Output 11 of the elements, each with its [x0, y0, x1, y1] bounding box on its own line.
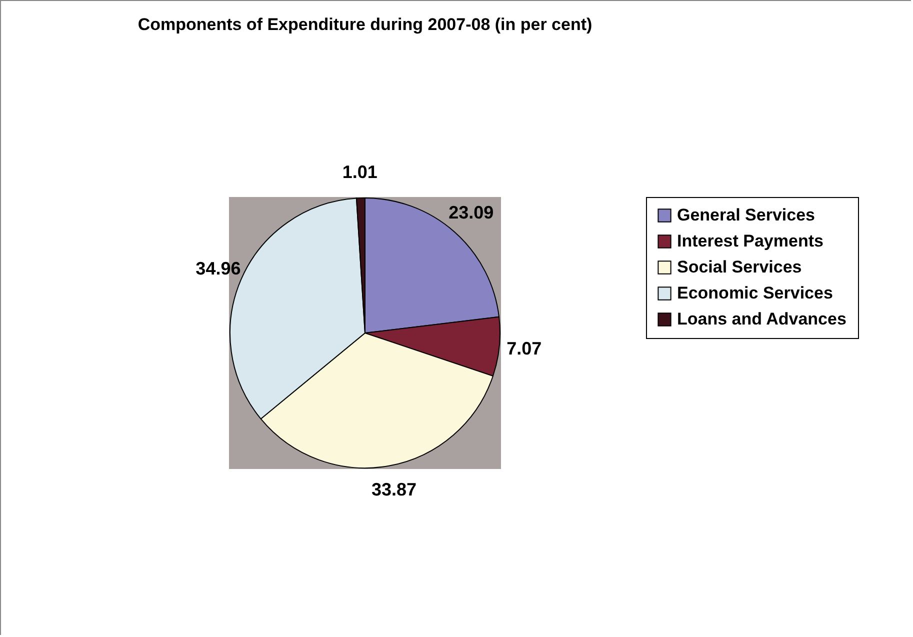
legend-label: General Services: [677, 206, 815, 224]
data-label: 1.01: [342, 162, 378, 182]
data-label: 33.87: [372, 479, 417, 500]
legend-label: Interest Payments: [677, 232, 824, 250]
data-label: 23.09: [448, 202, 494, 222]
legend-label: Economic Services: [677, 284, 833, 302]
legend-label: Loans and Advances: [677, 310, 846, 328]
data-label: 7.07: [506, 338, 542, 358]
legend-label: Social Services: [677, 258, 802, 276]
data-label: 34.96: [196, 258, 241, 278]
chart-title: Components of Expenditure during 2007-08 (in per cent): [138, 15, 592, 34]
